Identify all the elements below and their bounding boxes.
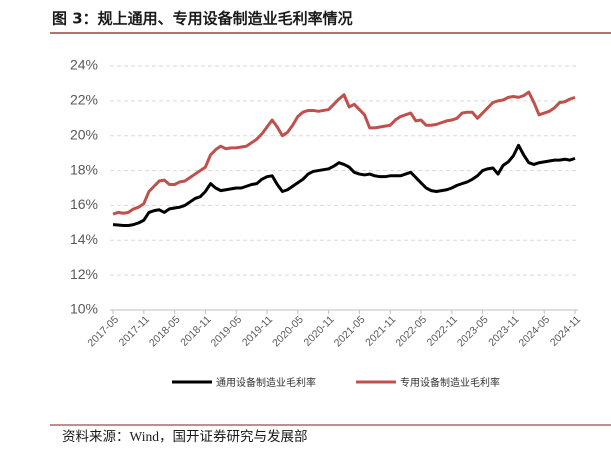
y-tick-label: 10% (70, 301, 98, 317)
x-tick-label: 2021-05 (332, 313, 368, 349)
x-tick-label: 2023-11 (486, 313, 521, 348)
series-line (112, 143, 576, 227)
source-note: 资料来源：Wind，国开证券研究与发展部 (62, 429, 307, 444)
y-tick-label: 12% (70, 266, 98, 282)
series-line (112, 90, 576, 216)
y-tick-label: 18% (70, 161, 98, 177)
legend-label: 通用设备制造业毛利率 (216, 376, 316, 389)
y-tick-label: 20% (70, 126, 98, 142)
x-tick-label: 2021-11 (363, 313, 398, 348)
y-tick-label: 16% (70, 196, 98, 212)
x-tick-label: 2022-05 (393, 313, 429, 349)
chart-title: 图 3：规上通用、专用设备制造业毛利率情况 (52, 10, 353, 28)
x-tick-label: 2023-05 (455, 313, 491, 349)
x-tick-label: 2018-05 (147, 313, 183, 349)
x-tick-label: 2019-11 (240, 313, 275, 348)
x-tick-label: 2017-11 (117, 313, 152, 348)
y-tick-label: 14% (70, 231, 98, 247)
x-tick-label: 2020-05 (270, 313, 306, 349)
x-tick-label: 2024-05 (517, 313, 553, 349)
x-tick-label: 2019-05 (209, 313, 245, 349)
x-tick-label: 2022-11 (425, 313, 460, 348)
y-tick-label: 24% (70, 57, 98, 73)
x-tick-label: 2018-11 (178, 313, 213, 348)
x-tick-label: 2020-11 (301, 313, 336, 348)
x-tick-label: 2017-05 (85, 313, 121, 349)
legend-label: 专用设备制造业毛利率 (400, 376, 500, 389)
x-tick-label: 2024-11 (548, 313, 583, 348)
y-tick-label: 22% (70, 92, 98, 108)
